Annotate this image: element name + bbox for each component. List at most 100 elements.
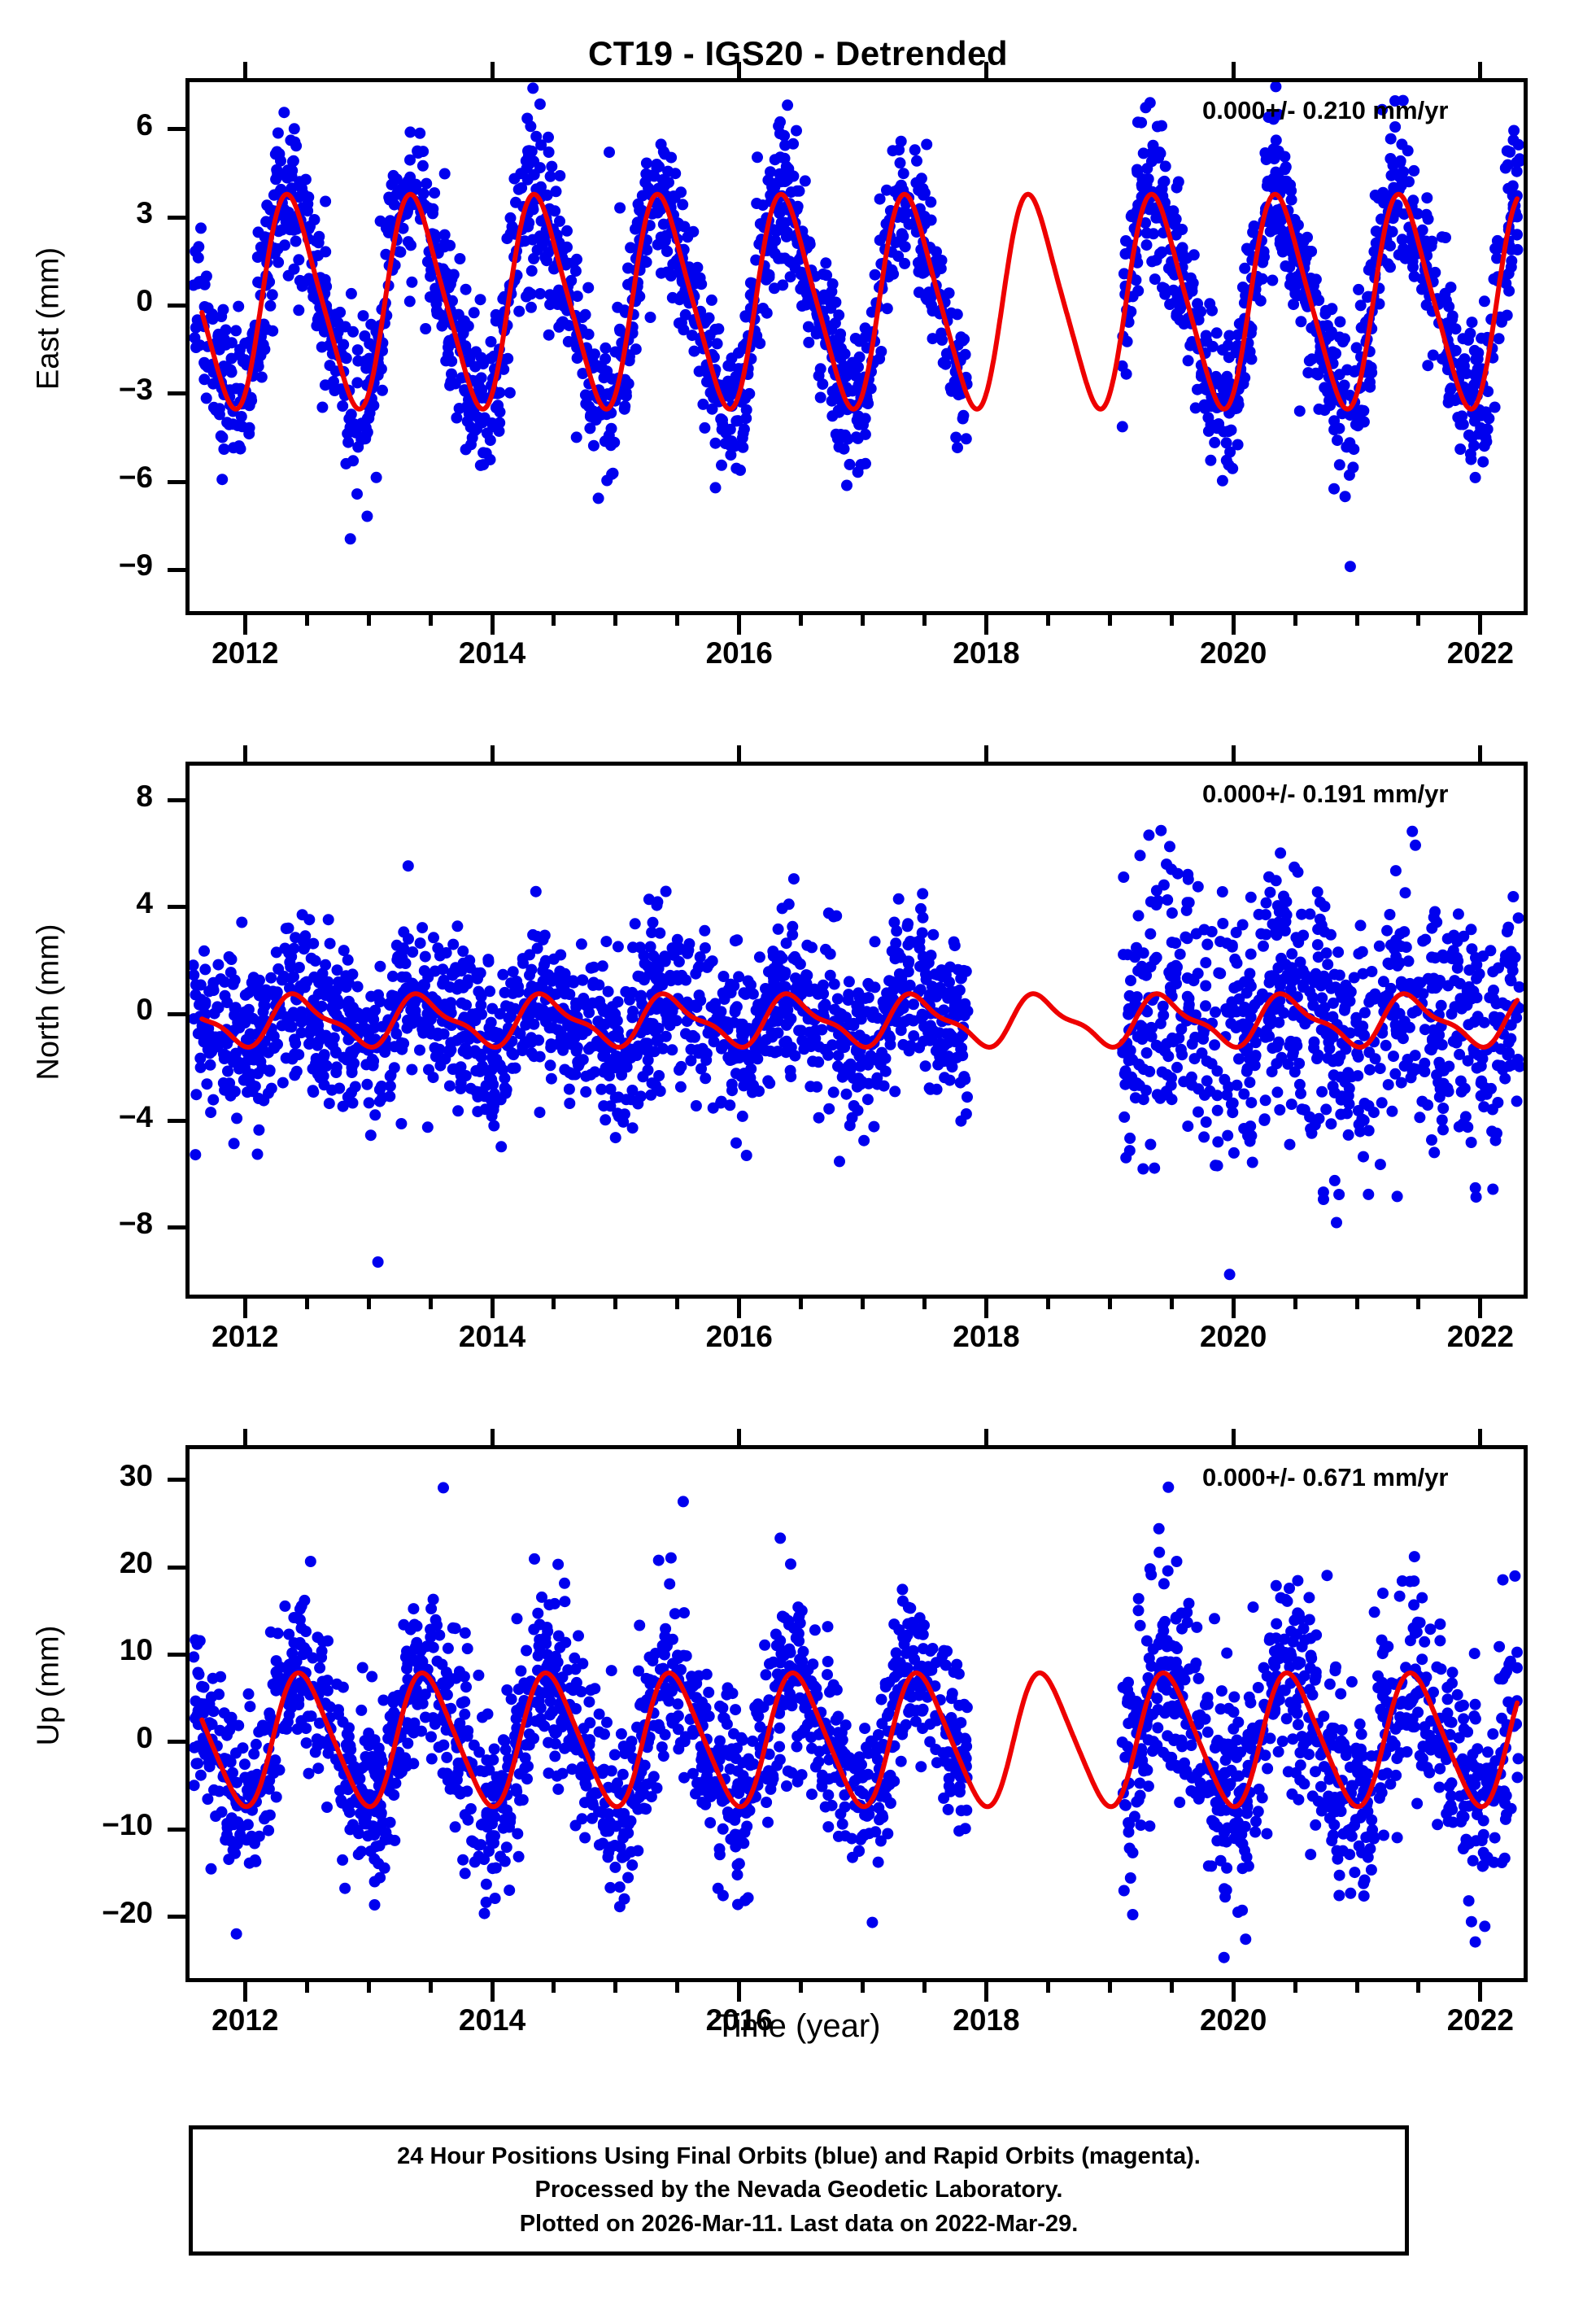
x-tick-mark-minor [1107,615,1112,626]
x-tick-mark-top [490,62,495,78]
x-tick-label: 2014 [458,2003,526,2037]
y-tick-label: −20 [102,1895,153,1929]
x-tick-mark-minor [1169,615,1174,626]
x-tick-mark-minor [1354,1299,1359,1309]
y-tick-mark [168,1225,185,1230]
x-tick-mark-major [1478,1982,1483,2002]
panel-north: North (mm) 0.000+/- 0.191 mm/yr 8 4 0 −4 −8 2… [0,684,1596,1367]
x-tick-mark-minor [366,1982,371,1993]
y-tick-mark [168,1915,185,1919]
x-tick-label: 2022 [1446,636,1514,670]
y-tick-label: 4 [136,885,153,919]
y-tick-mark [168,303,185,308]
x-tick-mark-minor [1045,615,1050,626]
y-tick-mark [168,215,185,220]
y-tick-mark [168,127,185,132]
x-tick-mark-major [242,1982,247,2002]
y-tick-label: −9 [118,548,153,583]
x-tick-mark-minor [1107,1299,1112,1309]
x-tick-mark-top [242,62,247,78]
x-tick-mark-minor [861,1299,866,1309]
x-tick-mark-top [737,745,742,762]
x-tick-mark-minor [1107,1982,1112,1993]
x-tick-mark-major [490,1982,495,2002]
x-tick-mark-minor [304,615,309,626]
y-tick-label: 8 [136,779,153,813]
y-tick-label: 0 [136,1720,153,1754]
x-tick-label: 2018 [953,1320,1020,1353]
x-tick-label: 2014 [458,1320,526,1353]
fit-curve-north [199,991,1520,1050]
x-tick-mark-minor [922,1299,927,1309]
x-tick-mark-minor [675,1982,680,1993]
y-tick-mark [168,1827,185,1832]
x-tick-mark-minor [428,1982,433,1993]
y-tick-label: −3 [118,372,153,406]
x-tick-label: 2014 [458,636,526,670]
x-tick-mark-minor [799,615,804,626]
page-title: CT19 - IGS20 - Detrended [587,34,1009,72]
x-tick-mark-minor [304,1299,309,1309]
x-tick-label: 2020 [1199,1320,1267,1353]
y-tick-label: 10 [119,1633,153,1667]
x-tick-label: 2012 [211,1320,279,1353]
x-tick-mark-top [1231,1429,1236,1445]
x-tick-mark-major [983,615,988,635]
y-tick-mark [168,1652,185,1657]
plot-canvas-up [190,1481,1524,1963]
x-tick-mark-major [242,1299,247,1318]
x-tick-label: 2022 [1446,2003,1514,2037]
y-tick-label: 6 [136,107,153,142]
x-tick-mark-minor [366,1299,371,1309]
x-tick-mark-top [983,1429,988,1445]
x-tick-mark-major [1478,1299,1483,1318]
x-tick-mark-major [490,615,495,635]
y-tick-mark [168,479,185,484]
x-tick-mark-minor [1354,615,1359,626]
x-tick-mark-minor [613,1982,618,1993]
x-tick-mark-minor [861,615,866,626]
y-tick-label: −10 [102,1808,153,1842]
x-tick-mark-top [737,62,742,78]
data-points-east [190,82,1524,573]
x-tick-mark-minor [675,1299,680,1309]
x-tick-mark-minor [1169,1982,1174,1993]
y-tick-label: 0 [136,993,153,1027]
x-tick-mark-major [737,1982,742,2002]
fit-curve-up [199,1671,1520,1810]
y-tick-mark [168,798,185,803]
panel-east: East (mm) 0.000+/- 0.210 mm/yr 6 3 0 −3 −6 −9… [0,0,1596,684]
x-tick-mark-top [1231,745,1236,762]
x-tick-mark-major [1231,1299,1236,1318]
x-tick-label: 2016 [705,636,773,670]
x-tick-mark-minor [1045,1299,1050,1309]
x-tick-mark-minor [1354,1982,1359,1993]
x-tick-mark-minor [1293,1299,1297,1309]
y-tick-mark [168,1565,185,1570]
x-tick-mark-major [1231,615,1236,635]
y-tick-mark [168,1011,185,1016]
x-tick-mark-top [983,745,988,762]
x-tick-mark-minor [552,1982,556,1993]
y-tick-label: −4 [118,1099,153,1133]
x-tick-label: 2012 [211,2003,279,2037]
x-tick-mark-major [737,615,742,635]
x-tick-mark-minor [922,1982,927,1993]
x-tick-mark-major [737,1299,742,1318]
x-tick-mark-top [737,1429,742,1445]
x-tick-label: 2012 [211,636,279,670]
plot-area-north [185,762,1528,1299]
x-tick-label: 2022 [1446,1320,1514,1353]
x-tick-label: 2018 [953,2003,1020,2037]
x-tick-mark-top [1478,745,1483,762]
footer-caption-box: 24 Hour Positions Using Final Orbits (bl… [189,2125,1409,2256]
x-tick-mark-minor [675,615,680,626]
x-tick-mark-major [1231,1982,1236,2002]
x-tick-mark-minor [552,1299,556,1309]
x-tick-mark-minor [922,615,927,626]
x-tick-mark-top [490,745,495,762]
y-tick-label: 3 [136,196,153,230]
x-tick-mark-minor [366,615,371,626]
x-tick-mark-major [242,615,247,635]
